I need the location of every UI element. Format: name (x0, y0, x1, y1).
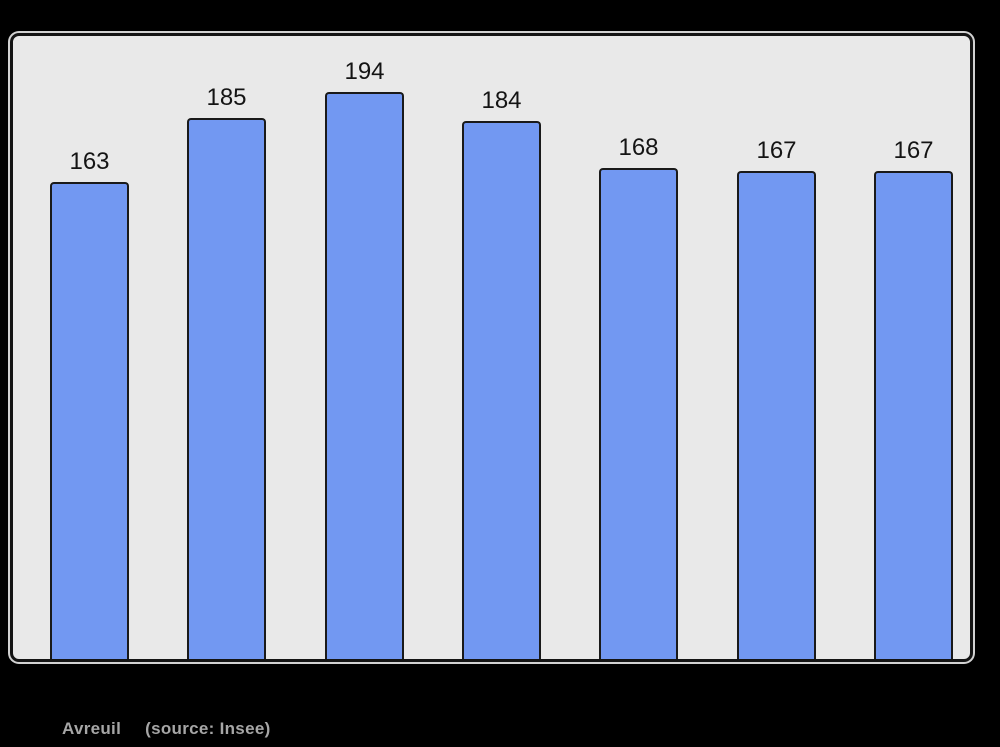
caption-commune-name: Avreuil (62, 719, 122, 738)
bar-chart: 163 185 194 184 168 167 167 (10, 33, 973, 662)
bar (462, 121, 541, 659)
bar (874, 171, 953, 659)
bar (599, 168, 678, 659)
bar-value-label: 167 (893, 137, 934, 164)
bar (50, 182, 129, 659)
bar-value-label: 167 (756, 137, 797, 164)
bar (325, 92, 404, 659)
chart-caption: Avreuil (source: Insee) (62, 719, 271, 739)
bar-value-label: 194 (344, 58, 385, 85)
bar (737, 171, 816, 659)
bar-value-label: 163 (69, 148, 110, 175)
bar-value-label: 185 (206, 84, 247, 111)
bar-value-label: 168 (618, 134, 659, 161)
bar (187, 118, 266, 659)
bar-value-label: 184 (481, 87, 522, 114)
caption-source: (source: Insee) (145, 719, 271, 738)
plot-area: 163 185 194 184 168 167 167 (13, 36, 970, 659)
